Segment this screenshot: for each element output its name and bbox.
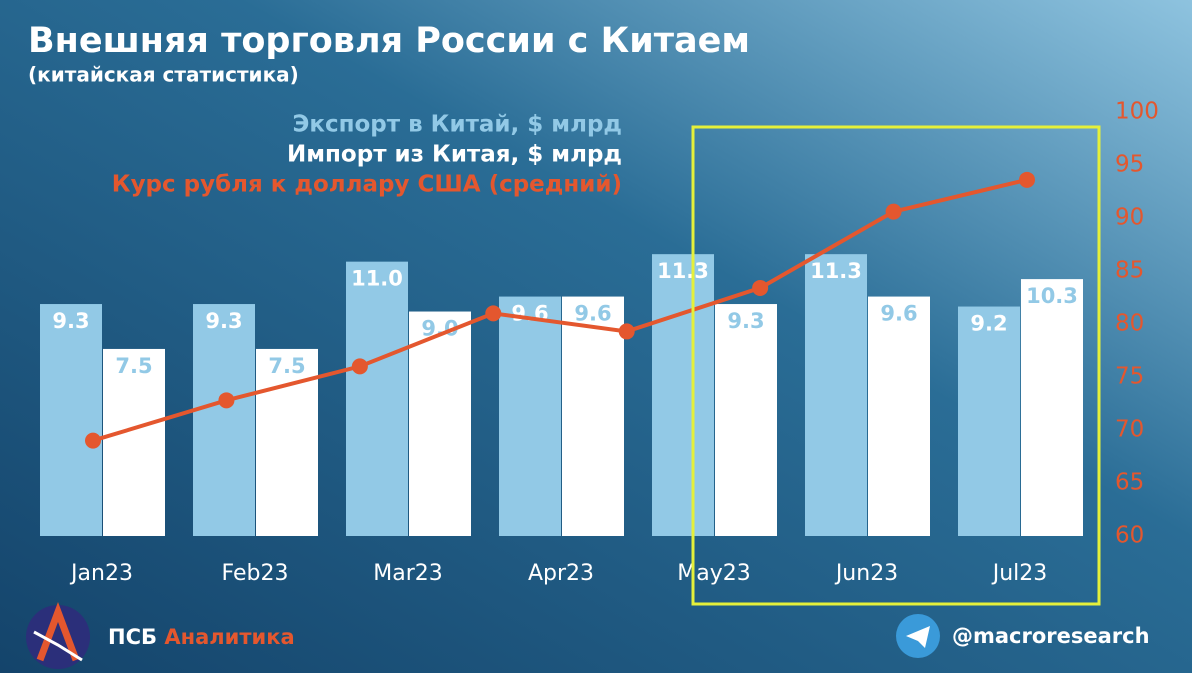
bar xyxy=(652,254,714,536)
x-tick-label: May23 xyxy=(677,561,750,586)
x-tick-label: Jul23 xyxy=(991,561,1048,586)
data-label: 9.3 xyxy=(52,309,89,333)
highlight-box xyxy=(691,125,1101,606)
data-label: 9.3 xyxy=(727,309,764,333)
bar xyxy=(715,304,777,536)
y2-tick-label: 65 xyxy=(1115,470,1144,496)
handle: @macroresearch xyxy=(952,624,1150,648)
line-marker xyxy=(885,203,902,220)
x-tick-label: Mar23 xyxy=(373,561,443,586)
data-label: 7.5 xyxy=(115,354,152,378)
y2-tick-label: 60 xyxy=(1115,523,1144,549)
y2-tick-label: 85 xyxy=(1115,258,1144,284)
data-label: 9.6 xyxy=(574,302,611,326)
line-marker xyxy=(351,358,368,375)
line-marker xyxy=(85,432,101,449)
y2-tick-label: 100 xyxy=(1115,99,1159,125)
brand-part: ПСБ xyxy=(108,625,157,649)
data-label: 11.3 xyxy=(810,259,862,283)
data-label: 9.3 xyxy=(205,309,242,333)
telegram-icon xyxy=(896,614,940,658)
data-label: 7.5 xyxy=(268,354,305,378)
x-tick-label: Feb23 xyxy=(222,561,289,586)
plot: 60 65 70 75 80 85 90 95 100 Jan23 9.3 7.5 Feb23 9.3 7.… xyxy=(40,99,1159,586)
brand: ПСБ Аналитика xyxy=(108,625,295,649)
y2-tick-label: 90 xyxy=(1115,205,1144,231)
data-label: 9.2 xyxy=(970,312,1007,336)
bar xyxy=(103,348,165,536)
x-tick-label: Apr23 xyxy=(528,561,594,586)
bar xyxy=(958,306,1020,536)
bar xyxy=(805,254,867,536)
y2-tick-label: 70 xyxy=(1115,417,1144,443)
line-marker xyxy=(752,279,769,296)
data-label: 9.6 xyxy=(880,302,917,326)
bar xyxy=(1021,279,1083,536)
data-label: 11.3 xyxy=(657,259,709,283)
brand-part: Аналитика xyxy=(164,625,294,649)
line-marker xyxy=(218,392,235,409)
bar xyxy=(409,311,471,536)
bar xyxy=(562,296,624,536)
data-label: 11.0 xyxy=(351,267,403,291)
y2-tick-label: 80 xyxy=(1115,311,1144,337)
line xyxy=(92,177,1028,443)
x-tick-label: Jun23 xyxy=(834,561,898,586)
line-marker xyxy=(1019,171,1035,188)
bar xyxy=(868,296,930,536)
bar xyxy=(193,304,255,536)
bar xyxy=(499,296,561,536)
legend-entry: Импорт из Китая, $ млрд xyxy=(287,142,622,168)
bar xyxy=(346,261,408,536)
y2-tick-label: 95 xyxy=(1115,152,1144,178)
chart-title: Внешняя торговля России с Китаем xyxy=(28,21,750,61)
x-tick-label: Jan23 xyxy=(69,561,133,586)
line-marker xyxy=(485,305,502,322)
data-label: 10.3 xyxy=(1026,284,1078,308)
logo xyxy=(26,602,90,669)
y2-tick-label: 75 xyxy=(1115,364,1144,390)
legend-entry: Экспорт в Китай, $ млрд xyxy=(292,112,622,138)
bar xyxy=(40,304,102,536)
line-marker xyxy=(618,323,635,340)
chart-subtitle: (китайская статистика) xyxy=(28,63,299,87)
legend-entry: Курс рубля к доллару США (средний) xyxy=(112,172,622,198)
